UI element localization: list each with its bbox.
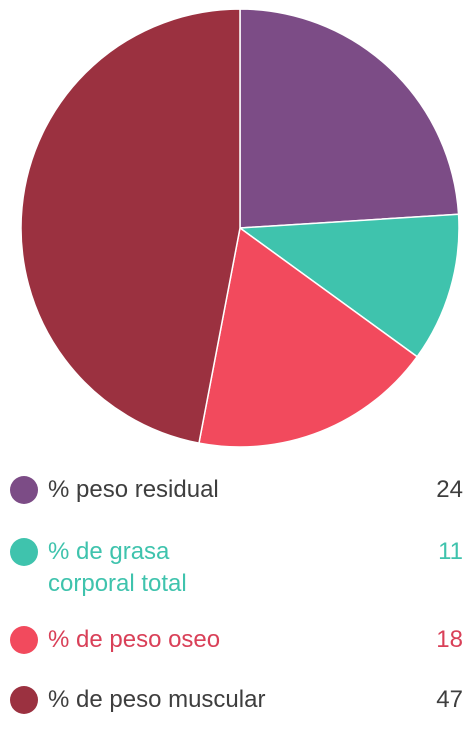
legend-label: % de peso muscular (48, 686, 266, 713)
legend-item-peso-residual: % peso residual 24 (0, 474, 475, 534)
legend-swatch (10, 626, 38, 654)
legend-label: % peso residual (48, 476, 219, 503)
pie-slice-2 (198, 226, 419, 448)
legend-item-peso-oseo: % de peso oseo 18 (0, 624, 475, 684)
legend-label: % de grasa corporal total (48, 536, 348, 600)
legend-swatch (10, 686, 38, 714)
legend-swatch (10, 476, 38, 504)
pie-slice-0 (239, 8, 460, 229)
pie-slices (20, 8, 460, 448)
legend-label-line: % de grasa (48, 538, 170, 565)
legend-value: 11 (438, 538, 463, 565)
legend-value: 47 (436, 686, 463, 713)
legend-value: 24 (436, 476, 463, 503)
pie-slice-1 (237, 213, 460, 358)
legend-swatch (10, 538, 38, 566)
pie-chart (20, 8, 460, 448)
pie-slice-3 (20, 8, 241, 444)
legend-item-peso-muscular: % de peso muscular 47 (0, 684, 475, 744)
legend-label: % de peso oseo (48, 626, 221, 653)
legend-value: 18 (436, 626, 463, 653)
legend-label-line: corporal total (48, 570, 187, 597)
legend-item-grasa-corporal: % de grasa corporal total 11 (0, 536, 475, 597)
